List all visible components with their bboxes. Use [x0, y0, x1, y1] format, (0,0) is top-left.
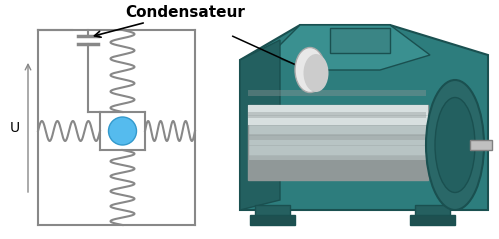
Bar	[330, 28, 390, 53]
Bar	[255, 205, 290, 223]
Ellipse shape	[295, 48, 325, 92]
Bar	[248, 134, 426, 140]
Bar	[410, 215, 455, 225]
Ellipse shape	[426, 80, 484, 210]
Bar	[248, 160, 428, 180]
Bar	[248, 156, 426, 162]
Text: U: U	[10, 120, 20, 135]
Ellipse shape	[435, 98, 475, 192]
Bar	[248, 105, 428, 180]
Bar	[415, 205, 450, 223]
Ellipse shape	[303, 54, 328, 92]
Bar	[248, 90, 426, 96]
Polygon shape	[240, 25, 488, 210]
Text: Condensateur: Condensateur	[94, 5, 245, 37]
Bar	[470, 140, 492, 150]
Polygon shape	[240, 40, 280, 210]
Polygon shape	[270, 25, 430, 70]
Ellipse shape	[108, 117, 137, 145]
Bar	[248, 105, 428, 125]
Bar	[248, 112, 426, 118]
Bar	[250, 215, 295, 225]
